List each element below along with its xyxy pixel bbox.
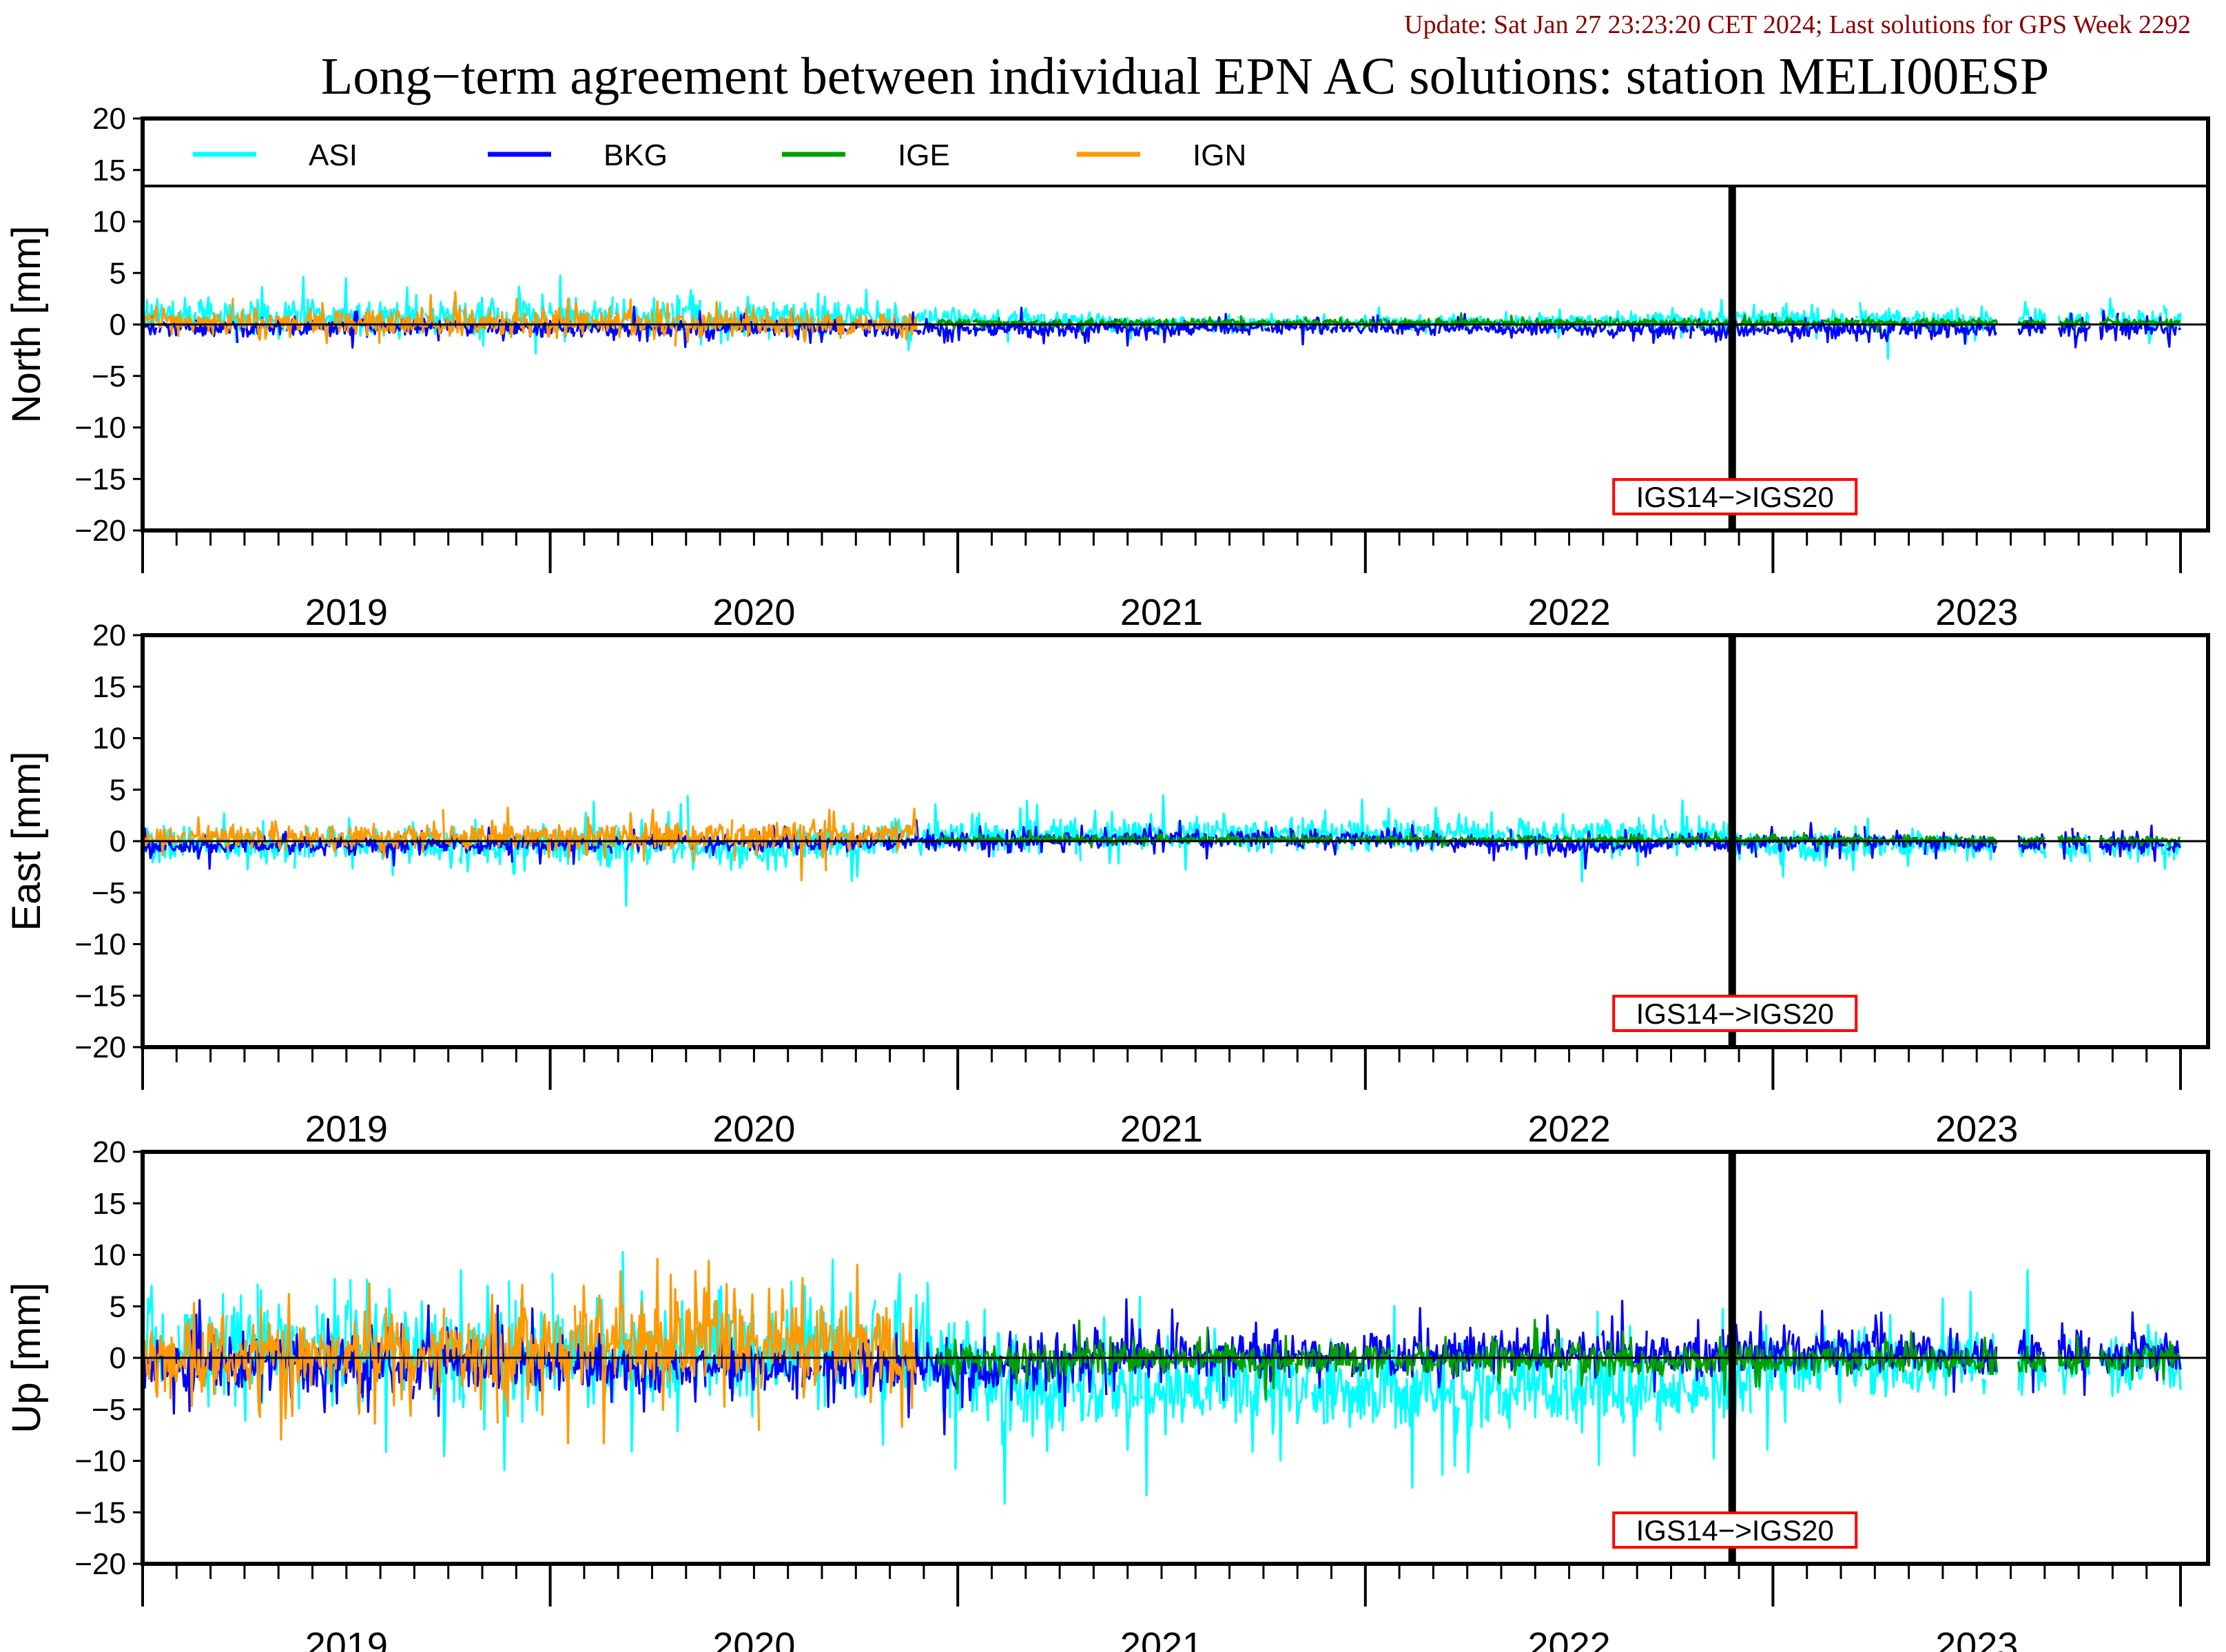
y-tick-label: 5: [110, 1290, 126, 1323]
y-tick-label: 20: [92, 102, 126, 136]
frame-change-box: [1612, 478, 1858, 515]
plot-frame: [141, 633, 2210, 1049]
y-axis-label: North [mm]: [4, 226, 49, 424]
series-line-ign: [143, 806, 918, 882]
x-tick-label: 2020: [712, 592, 795, 633]
series-group: [143, 794, 2182, 907]
x-tick-label: 2023: [1935, 1108, 2018, 1150]
panel-north: 20 15 10 5 0 −5 −10 −15 −20 North [mm] ASI BKG IGE IG…: [4, 102, 2210, 633]
frame-change-label: IGS14−>IGS20: [1636, 1514, 1834, 1547]
y-tick-label: 15: [92, 154, 126, 187]
frame-change-box: [1612, 995, 1858, 1032]
y-tick-label: −5: [92, 1393, 126, 1427]
y-tick-label: 0: [110, 308, 126, 342]
y-tick-label: −5: [92, 876, 126, 910]
x-tick-label: 2022: [1528, 1108, 1611, 1150]
chart-title: Long−term agreement between individual E…: [321, 48, 2049, 105]
y-tick-label: 10: [92, 1239, 126, 1272]
y-axis-label: Up [mm]: [4, 1282, 49, 1433]
legend-box: [143, 118, 2208, 186]
x-tick-label: 2020: [712, 1108, 795, 1150]
panels-container: 20 15 10 5 0 −5 −10 −15 −20 North [mm] ASI BKG IGE IG…: [4, 102, 2210, 1652]
y-tick-label: −15: [74, 1496, 126, 1529]
y-tick-label: 15: [92, 670, 126, 704]
panel-east: 20 15 10 5 0 −5 −10 −15 −20 East [mm] IGS14−>IGS20…: [4, 619, 2210, 1150]
y-tick-label: −10: [74, 1445, 126, 1478]
x-tick-label: 2023: [1935, 1625, 2018, 1652]
plot-frame: [141, 116, 2210, 533]
frame-change-box: [1612, 1511, 1858, 1549]
series-group: [143, 1250, 2182, 1505]
x-tick-label: 2022: [1528, 1625, 1611, 1652]
update-text: Update: Sat Jan 27 23:23:20 CET 2024; La…: [1404, 10, 2191, 39]
legend-label-asi: ASI: [309, 138, 358, 172]
y-tick-label: 20: [92, 619, 126, 652]
y-tick-label: 0: [110, 1341, 126, 1375]
y-tick-label: 20: [92, 1135, 126, 1169]
series-line-ign: [143, 291, 918, 347]
y-tick-label: −15: [74, 979, 126, 1013]
legend-label-ign: IGN: [1193, 138, 1246, 172]
y-axis-label: East [mm]: [4, 751, 49, 931]
y-tick-label: 5: [110, 256, 126, 290]
legend-label-ige: IGE: [898, 138, 950, 172]
y-tick-label: 10: [92, 205, 126, 239]
y-tick-label: −15: [74, 462, 126, 496]
y-tick-label: 0: [110, 825, 126, 858]
frame-change-label: IGS14−>IGS20: [1636, 481, 1834, 513]
panel-up: 20 15 10 5 0 −5 −10 −15 −20 Up [mm] IGS14−>IGS20 20…: [4, 1135, 2210, 1652]
y-tick-label: 15: [92, 1187, 126, 1221]
plot-frame: [141, 1150, 2210, 1566]
series-group: [143, 274, 2182, 360]
y-tick-label: −20: [74, 514, 126, 548]
x-tick-label: 2021: [1120, 1625, 1203, 1652]
x-tick-label: 2019: [305, 1108, 388, 1150]
x-tick-label: 2019: [305, 1625, 388, 1652]
x-tick-label: 2019: [305, 592, 388, 633]
x-tick-label: 2020: [712, 1625, 795, 1652]
y-tick-label: 5: [110, 773, 126, 807]
y-tick-label: 10: [92, 722, 126, 756]
x-tick-label: 2023: [1935, 592, 2018, 633]
frame-change-label: IGS14−>IGS20: [1636, 998, 1834, 1030]
y-tick-label: −20: [74, 1031, 126, 1064]
x-tick-label: 2021: [1120, 592, 1203, 633]
legend-label-bkg: BKG: [604, 138, 668, 172]
x-tick-label: 2022: [1528, 592, 1611, 633]
x-tick-label: 2021: [1120, 1108, 1203, 1150]
y-tick-label: −5: [92, 360, 126, 393]
y-tick-label: −10: [74, 928, 126, 962]
y-tick-label: −10: [74, 411, 126, 445]
y-tick-label: −20: [74, 1547, 126, 1581]
